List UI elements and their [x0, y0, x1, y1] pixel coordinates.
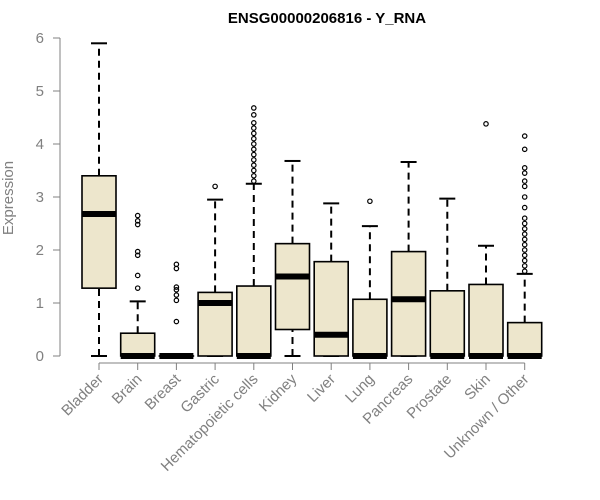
outlier-point: [134, 272, 141, 279]
outlier-point: [173, 286, 180, 293]
x-tick-label: Bladder: [58, 371, 107, 420]
outlier-point: [251, 146, 257, 153]
y-tick-label: 3: [36, 189, 44, 206]
box-iqr: [429, 290, 466, 357]
boxes-group: [81, 42, 543, 359]
outlier-point: [251, 125, 257, 131]
outlier-point: [521, 263, 528, 269]
outlier-point: [521, 247, 528, 253]
box-brain: [119, 212, 156, 359]
x-tick-label: Brain: [109, 371, 146, 408]
box-iqr: [352, 298, 388, 357]
x-tick-label: Breast: [142, 370, 185, 413]
outlier-point: [521, 194, 528, 200]
box-iqr: [468, 283, 504, 357]
outlier-point: [521, 220, 528, 227]
box-iqr: [236, 285, 272, 357]
outlier-point: [367, 198, 373, 205]
outlier-point: [134, 252, 141, 259]
box-lung: [352, 198, 388, 359]
outlier-point: [521, 204, 528, 211]
outlier-point: [521, 178, 528, 184]
box-iqr: [119, 332, 156, 357]
outlier-point: [521, 257, 528, 264]
outlier-point: [251, 120, 257, 126]
outlier-point: [521, 226, 528, 232]
outlier-point: [251, 130, 257, 137]
y-tick-label: 1: [36, 295, 44, 312]
outlier-point: [251, 162, 257, 169]
box-iqr: [274, 242, 311, 331]
y-tick-label: 5: [36, 83, 44, 100]
outlier-point: [521, 231, 528, 237]
outlier-point: [251, 167, 257, 174]
box-gastric: [197, 183, 233, 357]
outlier-point: [521, 236, 528, 243]
outlier-point: [251, 157, 257, 163]
box-iqr: [81, 175, 117, 289]
outlier-point: [173, 292, 180, 298]
outlier-point: [521, 268, 528, 275]
outlier-point: [251, 173, 257, 179]
outlier-point: [134, 248, 141, 255]
box-prostate: [429, 197, 466, 359]
box-bladder: [81, 42, 117, 357]
outlier-point: [134, 285, 141, 291]
outlier-point: [521, 215, 528, 222]
outlier-point: [521, 133, 528, 139]
outlier-point: [251, 112, 257, 118]
outlier-point: [521, 241, 528, 248]
y-tick-label: 2: [36, 242, 44, 259]
outlier-point: [521, 170, 528, 176]
box-pancreas: [390, 161, 427, 357]
box-kidney: [274, 159, 311, 357]
outlier-point: [483, 121, 489, 127]
x-tick-label: Skin: [461, 371, 494, 404]
outlier-point: [173, 318, 180, 325]
outlier-point: [521, 252, 528, 259]
box-skin: [468, 121, 504, 359]
chart-title: ENSG00000206816 - Y_RNA: [228, 10, 426, 27]
outlier-point: [251, 178, 257, 184]
x-tick-label: Liver: [304, 371, 339, 406]
outlier-point: [521, 146, 528, 153]
x-tick-label: Kidney: [256, 370, 301, 415]
y-tick-label: 6: [36, 30, 44, 47]
outlier-point: [521, 183, 528, 190]
box-iqr: [313, 260, 350, 357]
outlier-point: [251, 141, 257, 147]
outlier-point: [173, 297, 180, 304]
box-hematopoietic-cells: [236, 105, 272, 359]
outlier-point: [134, 212, 141, 219]
outlier-point: [251, 105, 257, 111]
y-axis: 0 1 2 3 4 5 6: [36, 30, 61, 365]
outlier-point: [173, 284, 180, 290]
y-tick-label: 0: [36, 348, 44, 365]
outlier-point: [134, 218, 141, 224]
outlier-point: [521, 165, 528, 171]
outlier-point: [134, 221, 141, 228]
box-iqr: [506, 321, 543, 357]
x-tick-label: Lung: [342, 371, 378, 407]
outlier-point: [251, 135, 257, 142]
outlier-point: [212, 183, 218, 190]
box-breast: [158, 261, 195, 359]
box-liver: [313, 202, 350, 357]
y-tick-label: 4: [36, 136, 44, 153]
y-axis-label: Expression: [0, 161, 17, 235]
box-iqr: [390, 250, 427, 357]
outlier-point: [251, 151, 257, 158]
outlier-point: [173, 261, 180, 268]
box-unknown-other: [506, 133, 543, 359]
